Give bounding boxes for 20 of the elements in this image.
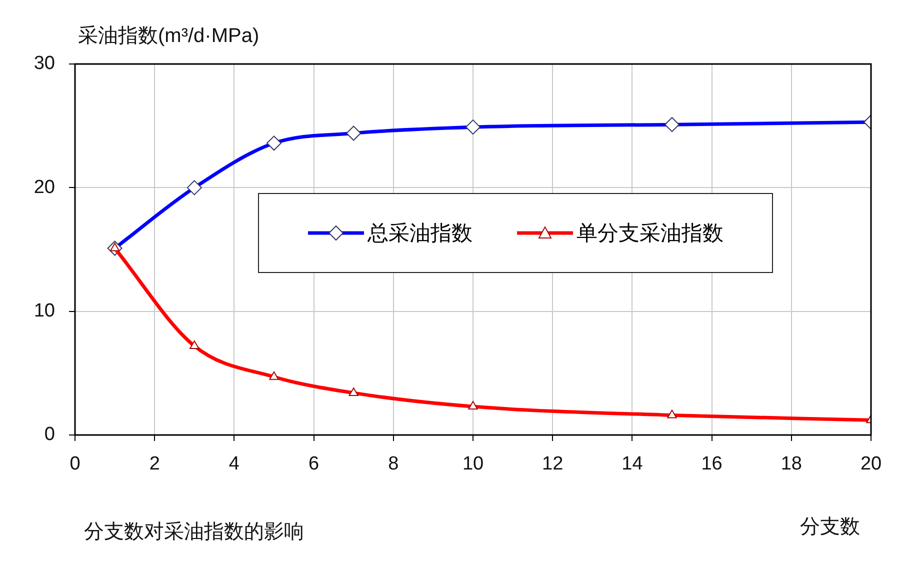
x-tick-label: 14 — [622, 454, 644, 475]
x-tick-label: 18 — [780, 454, 802, 475]
x-tick-label: 4 — [228, 454, 240, 475]
x-tick-label: 0 — [70, 454, 80, 475]
y-tick-label: 10 — [34, 300, 55, 322]
text: 分支数对采油指数的影响 — [84, 520, 304, 545]
x-tick-label: 6 — [308, 454, 320, 475]
y-axis-title: 采油指数(m³/d·MPa) — [78, 24, 260, 49]
x-tick-label: 2 — [149, 454, 160, 475]
y-tick-label: 20 — [34, 176, 55, 198]
legend-label: 单分支采油指数 — [576, 221, 724, 247]
y-tick-label: 0 — [44, 424, 55, 446]
x-tick-label: 12 — [542, 454, 564, 475]
x-tick-label: 20 — [860, 454, 882, 475]
x-tick-label: 10 — [462, 454, 484, 475]
x-axis-title: 分支数 — [800, 515, 860, 540]
x-tick-label: 16 — [701, 454, 722, 475]
x-tick-label: 8 — [388, 454, 399, 475]
y-tick-label: 30 — [34, 53, 55, 74]
legend-label: 总采油指数 — [368, 221, 472, 247]
